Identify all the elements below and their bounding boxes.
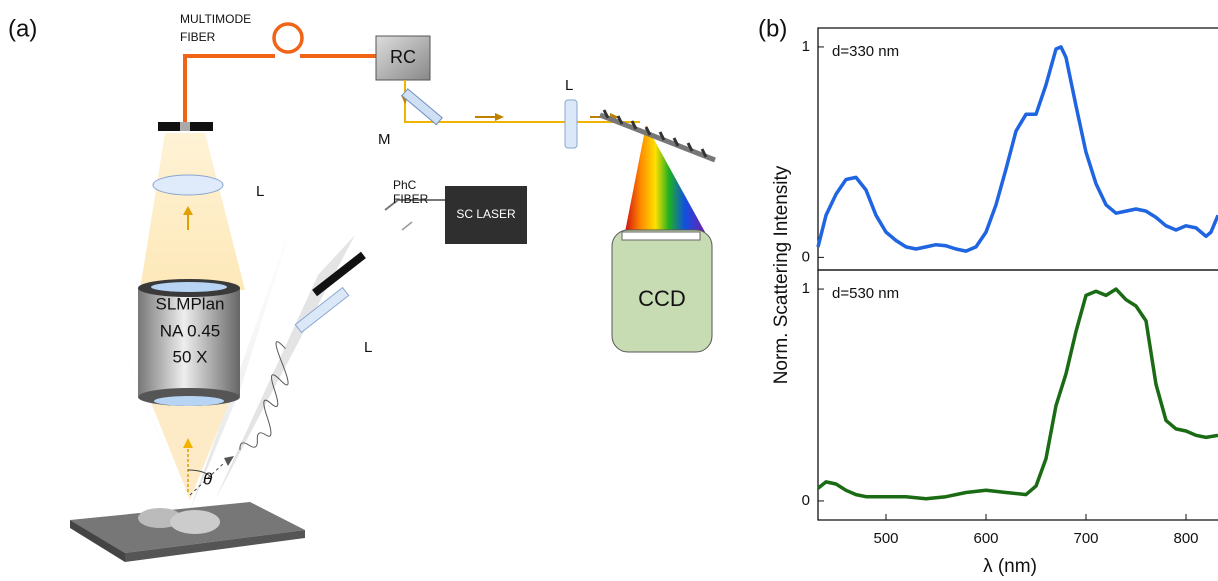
- arrow-head: [183, 438, 193, 448]
- y-tick-label: 0: [802, 248, 810, 265]
- substrate-edge: [125, 530, 305, 562]
- illumination-cone: [215, 235, 355, 500]
- ccd-pixels: [621, 231, 701, 241]
- label: L: [256, 183, 264, 200]
- x-axis-label: λ (nm): [983, 556, 1037, 577]
- arrow-head: [183, 206, 193, 215]
- light-cone: [190, 200, 300, 510]
- substrate-edge: [70, 520, 125, 562]
- label: SLMPlan: [156, 294, 225, 313]
- ccd: [611, 229, 713, 353]
- multimode-fiber: [183, 54, 378, 122]
- data-line: [816, 45, 1218, 253]
- label: MULTIMODE: [180, 12, 251, 26]
- label: NA 0.45: [160, 321, 221, 340]
- incidence-line: [189, 461, 226, 496]
- fiber-core: [180, 122, 190, 131]
- collimator: [312, 251, 366, 297]
- x-tick-label: 500: [873, 530, 898, 547]
- label: SC LASER: [456, 207, 516, 221]
- particle: [170, 510, 220, 534]
- sc-laser: [445, 186, 527, 244]
- objective-lens: [151, 282, 227, 292]
- y-tick-label: 1: [802, 38, 810, 55]
- arrow: [401, 221, 413, 231]
- lens: [152, 174, 224, 196]
- grating: [599, 112, 716, 163]
- label: L: [364, 339, 372, 356]
- label: θ: [203, 469, 213, 488]
- wave: [239, 341, 289, 451]
- arrow-head: [495, 113, 504, 121]
- annotation: d=530 nm: [832, 285, 899, 302]
- grating-teeth: [602, 109, 708, 158]
- angle-arc: [187, 469, 213, 479]
- y-tick-label: 1: [802, 280, 810, 297]
- fiber-loop: [272, 22, 304, 54]
- y-tick-label: 0: [802, 492, 810, 509]
- axis-frame: [817, 27, 1218, 271]
- lens: [564, 99, 578, 149]
- diagram: [60, 22, 716, 562]
- label: FIBER: [393, 192, 429, 206]
- label: M: [378, 131, 391, 148]
- annotation: d=330 nm: [832, 43, 899, 60]
- objective-lens: [154, 396, 224, 406]
- collected-beam: [140, 133, 245, 290]
- objective: [138, 288, 240, 396]
- x-tick-label: 800: [1173, 530, 1198, 547]
- rc-box: [375, 35, 431, 81]
- y-axis-label: Norm. Scattering Intensity: [771, 165, 792, 384]
- label: CCD: [638, 286, 686, 311]
- lens: [294, 286, 350, 334]
- x-tick-label: 700: [1073, 530, 1098, 547]
- panel-label: (b): [758, 15, 787, 42]
- label: L: [565, 77, 573, 94]
- label: RC: [390, 47, 416, 67]
- light-cone: [60, 200, 190, 510]
- data-line: [816, 287, 1218, 501]
- x-tick-label: 600: [973, 530, 998, 547]
- panel-label: (a): [8, 15, 37, 42]
- focus-beam: [150, 400, 230, 500]
- label: FIBER: [180, 30, 216, 44]
- axis-frame: [817, 269, 1218, 521]
- spectrum: [625, 125, 705, 232]
- label: 50 X: [173, 347, 208, 366]
- label: PhC: [393, 178, 417, 192]
- mirror: [401, 88, 443, 126]
- arrow-head: [224, 456, 234, 466]
- phc-fiber: [384, 199, 445, 211]
